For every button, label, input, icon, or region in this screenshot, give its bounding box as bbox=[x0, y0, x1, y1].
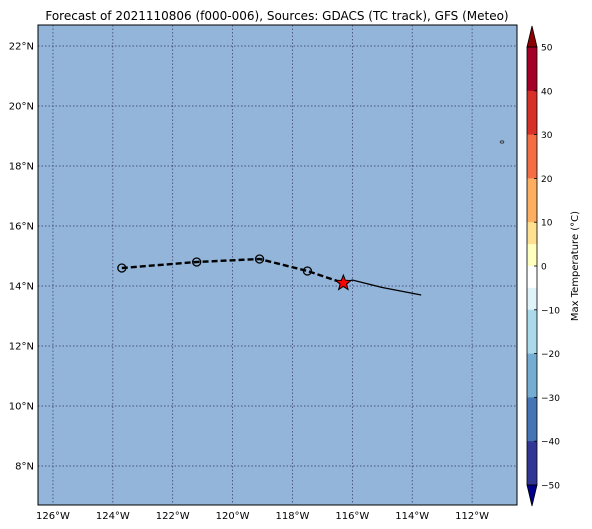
colorbar-tick-label: 20 bbox=[541, 175, 553, 185]
colorbar-band bbox=[527, 90, 537, 114]
forecast-track-line bbox=[121, 257, 344, 285]
map-frame bbox=[37, 24, 518, 506]
colorbar-tick-label: −40 bbox=[541, 438, 560, 448]
colorbar-extend-bottom bbox=[526, 484, 538, 507]
forecast-position-marker bbox=[117, 263, 127, 273]
current-position-star-icon bbox=[334, 273, 353, 291]
latitude-label: 18°N bbox=[9, 162, 34, 173]
colorbar-band bbox=[527, 68, 537, 92]
colorbar-tick-label: −30 bbox=[541, 394, 560, 404]
forecast-position-marker bbox=[192, 257, 202, 267]
colorbar-band bbox=[527, 419, 537, 442]
figure-title: Forecast of 2021110806 (f000-006), Sourc… bbox=[45, 9, 508, 23]
longitude-label: 112°W bbox=[455, 511, 489, 522]
latitude-label: 10°N bbox=[9, 402, 34, 413]
latitude-label: 20°N bbox=[9, 102, 34, 113]
longitude-label: 116°W bbox=[335, 511, 369, 522]
longitude-label: 114°W bbox=[395, 511, 429, 522]
latitude-labels: 8°N 10°N 12°N 14°N 16°N 18°N 20°N 22°N bbox=[9, 42, 34, 473]
latitude-label: 12°N bbox=[9, 342, 34, 353]
colorbar-band bbox=[527, 244, 537, 267]
colorbar-tick-label: 0 bbox=[541, 263, 547, 273]
colorbar-band bbox=[527, 287, 537, 311]
colorbar-band bbox=[527, 441, 537, 464]
colorbar-band bbox=[527, 134, 537, 157]
forecast-position-marker bbox=[254, 254, 265, 264]
latitude-label: 22°N bbox=[9, 42, 34, 53]
colorbar-extend-top bbox=[526, 25, 538, 48]
ocean-area bbox=[38, 25, 517, 505]
longitude-label: 124°W bbox=[96, 511, 130, 522]
longitude-label: 122°W bbox=[156, 511, 190, 522]
island-outline bbox=[499, 140, 505, 144]
longitude-labels: 126°W 124°W 122°W 120°W 118°W 116°W 114°W 112°W bbox=[36, 511, 489, 522]
colorbar-band bbox=[527, 112, 537, 135]
longitude-label: 120°W bbox=[216, 511, 250, 522]
colorbar-tick-label: −50 bbox=[541, 482, 560, 492]
colorbar-band bbox=[527, 156, 537, 179]
latitude-label: 14°N bbox=[9, 282, 34, 293]
colorbar-band bbox=[527, 397, 537, 420]
colorbar-band bbox=[527, 178, 537, 201]
latitude-label: 16°N bbox=[9, 222, 34, 233]
colorbar-tick-label: −10 bbox=[541, 306, 560, 316]
colorbar-band bbox=[527, 375, 537, 398]
colorbar-tick-label: 10 bbox=[541, 219, 553, 229]
colorbar-band bbox=[527, 200, 537, 223]
colorbar-band bbox=[527, 463, 537, 486]
forecast-position-marker bbox=[302, 266, 313, 276]
colorbar-band bbox=[527, 222, 537, 245]
longitude-label: 126°W bbox=[36, 511, 70, 522]
colorbar-band bbox=[527, 353, 537, 376]
colorbar-band bbox=[527, 266, 537, 289]
longitude-label: 118°W bbox=[275, 511, 309, 522]
colorbar-band bbox=[527, 331, 537, 354]
colorbar-band bbox=[527, 309, 537, 333]
temperature-colorbar: 50 40 30 20 10 0 −10 −20 −30 −40 −50 Max Temperatur… bbox=[526, 25, 581, 507]
colorbar-tick-label: 30 bbox=[541, 131, 553, 141]
colorbar-label: Max Temperature (°C) bbox=[570, 211, 581, 321]
colorbar-band bbox=[527, 47, 537, 70]
cyclone-track-layer bbox=[117, 140, 505, 296]
colorbar-tick-label: 50 bbox=[541, 44, 553, 54]
graticule bbox=[38, 25, 517, 505]
latitude-label: 8°N bbox=[15, 462, 34, 473]
colorbar-tick-label: 40 bbox=[541, 87, 553, 97]
colorbar-tick-label: −20 bbox=[541, 350, 560, 360]
